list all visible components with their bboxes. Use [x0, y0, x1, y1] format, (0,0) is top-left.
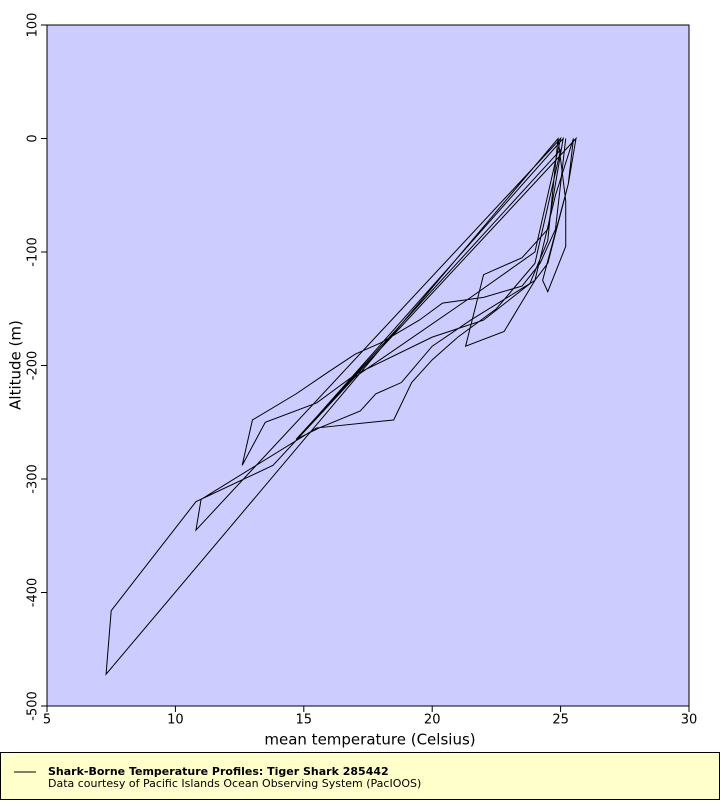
legend: [0, 752, 720, 800]
y-tick-label: -200: [26, 351, 41, 381]
plot-area: [46, 24, 690, 707]
x-tick-label: 5: [43, 713, 51, 728]
x-tick-label: 25: [552, 713, 569, 728]
y-tick-label: -100: [26, 237, 41, 267]
x-axis-title: mean temperature (Celsius): [264, 731, 475, 749]
x-tick-label: 30: [681, 713, 698, 728]
y-tick-label: -500: [26, 691, 41, 721]
data-line: [105, 136, 577, 676]
x-tick-label: 20: [424, 713, 441, 728]
y-tick-label: 0: [26, 134, 41, 142]
legend-label: Shark-Borne Temperature Profiles: Tiger …: [48, 765, 389, 778]
x-tick-label: 15: [296, 713, 313, 728]
y-tick-label: -300: [26, 464, 41, 494]
legend-note: Data courtesy of Pacific Islands Ocean O…: [48, 777, 421, 790]
y-axis-title: Altitude (m): [7, 320, 25, 410]
y-tick-label: 100: [26, 13, 41, 38]
x-tick-label: 10: [167, 713, 184, 728]
y-tick-label: -400: [26, 578, 41, 608]
